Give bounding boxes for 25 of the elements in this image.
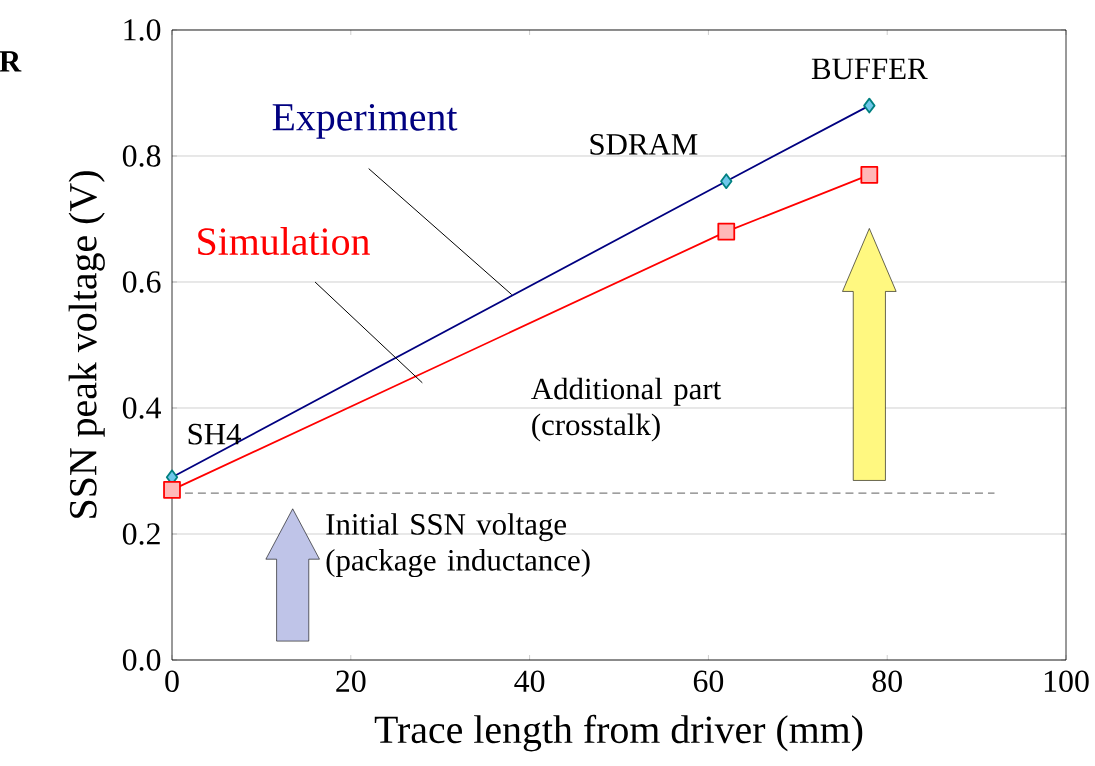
y-tick-label: 1.0 [124,19,161,41]
x-tick-label: 80 [872,670,902,693]
y-tick-label: 0.4 [122,397,161,419]
annotation: Initial SSN voltage (package inductance) [326,513,590,578]
point [163,481,181,499]
y-tick-label: 0.8 [122,145,161,167]
annotation: BUFFER [811,58,928,80]
x-tick-label: 20 [336,670,366,693]
x-tick-label: 60 [693,670,724,693]
y-tick-label: 0.2 [122,523,160,545]
text: Experiment [272,103,458,139]
text: R [0,51,22,72]
annotation: SH4 [188,423,242,445]
annotation: Additional part (crosstalk) [531,377,722,442]
annotation: SDRAM [590,134,698,155]
x-tick-label: 40 [514,670,545,693]
text: Simulation [198,227,370,256]
point [717,222,736,241]
x-tick-label: 100 [1044,670,1089,693]
x-tick-label: 0 [165,670,179,693]
y-tick-label: 0.0 [122,649,161,671]
y-axis-title: SSN peak voltage (V) [68,171,105,518]
point [860,166,879,184]
x-axis-title: Trace length from driver (mm) [374,714,863,752]
y-tick-label: 0.6 [122,271,161,293]
